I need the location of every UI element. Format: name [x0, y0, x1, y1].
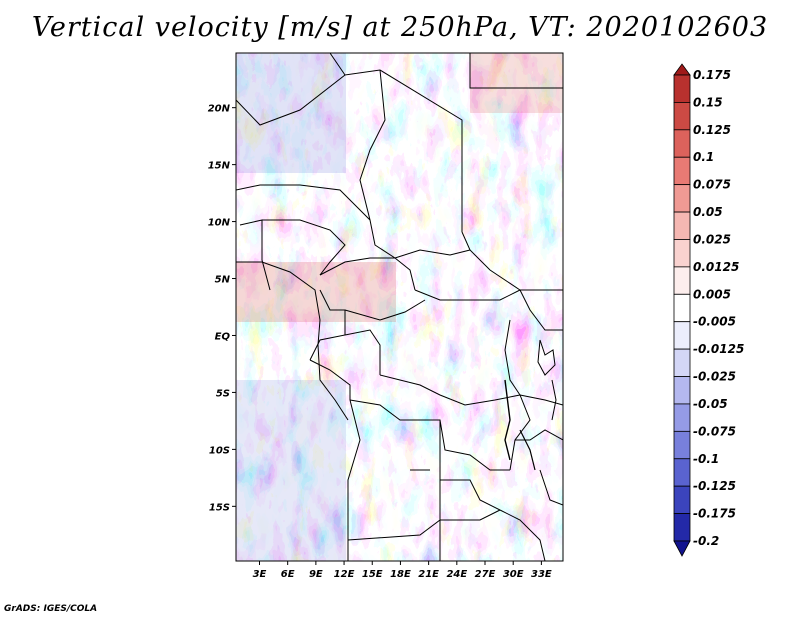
colorbar-level-label: -0.175: [693, 507, 736, 521]
colorbar-level-label: 0.0125: [693, 260, 739, 274]
colorbar-level-label: -0.005: [693, 315, 736, 329]
lat-tick-label: 15S: [209, 502, 230, 513]
lat-tick-label: 5S: [216, 388, 230, 399]
colorbar-level-label: 0.005: [693, 287, 731, 301]
colorbar-level-label: 0.175: [693, 68, 731, 82]
lat-tick-label: 20N: [208, 104, 231, 115]
vertical-velocity-field: [236, 53, 563, 561]
lat-tick-label: 15N: [208, 161, 231, 172]
colorbar-level-label: 0.075: [693, 178, 731, 192]
colorbar-swatch: [673, 430, 691, 460]
lon-tick-label: 3E: [253, 569, 267, 580]
colorbar-swatch: [673, 403, 691, 432]
page-title: Vertical velocity [m/s] at 250hPa, VT: 2…: [31, 12, 769, 43]
colorbar-swatch: [673, 266, 691, 295]
lon-tick-label: 30E: [503, 569, 524, 580]
lon-tick-label: 21E: [418, 569, 439, 580]
colorbar-arrow-bottom: [673, 540, 691, 557]
colorbar-swatch: [673, 239, 691, 268]
colorbar-level-label: -0.1: [693, 452, 719, 466]
colorbar-level-label: 0.1: [693, 150, 714, 164]
lon-tick-label: 27E: [475, 569, 496, 580]
colorbar-swatch: [673, 129, 691, 158]
lon-tick-label: 9E: [309, 569, 323, 580]
lon-tick-label: 24E: [446, 569, 467, 580]
colorbar-swatch: [673, 513, 691, 542]
colorbar-swatch: [673, 458, 691, 487]
colorbar-level-label: -0.025: [693, 370, 736, 384]
lon-tick-label: 12E: [334, 569, 355, 580]
lat-tick-label: 10N: [208, 218, 231, 229]
colorbar-swatch: [673, 74, 691, 103]
lon-tick-label: 15E: [362, 569, 383, 580]
colorbar-swatch: [673, 211, 691, 240]
colorbar-swatch: [673, 376, 691, 405]
colorbar-swatch: [673, 293, 691, 323]
latitude-axis: 20N 15N 10N 5N EQ 5S 10S 15S: [208, 104, 236, 513]
colorbar-level-label: -0.075: [693, 424, 736, 438]
colorbar-level-label: 0.125: [693, 123, 731, 137]
map-frame: [235, 52, 564, 562]
colorbar-level-label: 0.025: [693, 232, 731, 246]
lat-tick-label: 5N: [215, 275, 231, 286]
colorbar-swatch: [673, 156, 691, 186]
colorbar-swatch: [673, 102, 691, 131]
lat-tick-label: 10S: [209, 445, 230, 456]
colorbar: 0.175 0.15 0.125 0.1 0.075 0.05 0.025 0.0125 0.0…: [673, 63, 744, 557]
colorbar-swatch: [673, 348, 691, 377]
country-borders: [236, 53, 563, 561]
colorbar-level-label: -0.2: [693, 534, 719, 548]
colorbar-level-label: 0.05: [693, 205, 723, 219]
lon-tick-label: 33E: [531, 569, 552, 580]
credit-label: GrADS: IGES/COLA: [4, 604, 98, 614]
lon-tick-label: 18E: [390, 569, 411, 580]
colorbar-level-label: 0.15: [693, 95, 723, 109]
colorbar-swatch: [673, 184, 691, 213]
lon-tick-label: 6E: [281, 569, 295, 580]
colorbar-arrow-top: [673, 63, 691, 76]
lat-tick-label: EQ: [215, 331, 231, 342]
colorbar-level-label: -0.125: [693, 479, 736, 493]
longitude-axis: 3E 6E 9E 12E 15E 18E 21E 24E 27E 30E 33E: [253, 561, 552, 580]
colorbar-swatch: [673, 485, 691, 514]
colorbar-level-label: -0.05: [693, 397, 728, 411]
colorbar-swatch: [673, 321, 691, 350]
colorbar-level-label: -0.0125: [693, 342, 744, 356]
